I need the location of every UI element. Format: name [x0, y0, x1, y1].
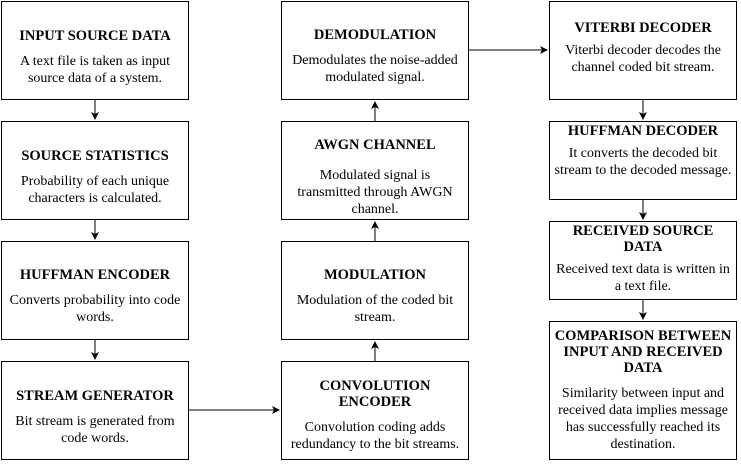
- block-description: Similarity between input and received da…: [558, 386, 728, 452]
- huffman-encoder-block: HUFFMAN ENCODER Converts probability int…: [1, 241, 189, 340]
- block-description: A text file is taken as input source dat…: [19, 54, 171, 86]
- block-description: Convolution coding adds redundancy to th…: [290, 420, 460, 452]
- block-description: Converts probability into code words.: [9, 293, 181, 325]
- viterbi-decoder-block: VITERBI DECODER Viterbi decoder decodes …: [549, 1, 737, 100]
- block-description: Modulated signal is transmitted through …: [297, 168, 453, 217]
- block-description: Demodulates the noise-added modulated si…: [292, 53, 458, 85]
- source-statistics-block: SOURCE STATISTICS Probability of each un…: [1, 121, 189, 220]
- comparison-block: COMPARISON BETWEEN INPUT AND RECEIVED DA…: [549, 321, 737, 460]
- block-description: Bit stream is generated from code words.: [15, 414, 175, 446]
- modulation-block: MODULATION Modulation of the coded bit s…: [281, 241, 469, 340]
- block-title: SOURCE STATISTICS: [21, 148, 169, 164]
- block-title: INPUT SOURCE DATA: [19, 28, 171, 44]
- block-description: Probability of each unique characters is…: [20, 174, 170, 206]
- block-description: Modulation of the coded bit stream.: [296, 293, 454, 325]
- block-title: AWGN CHANNEL: [314, 137, 436, 153]
- awgn-channel-block: AWGN CHANNEL Modulated signal is transmi…: [281, 121, 469, 220]
- convolution-encoder-block: CONVOLUTION ENCODER Convolution coding a…: [281, 361, 469, 460]
- block-title: HUFFMAN DECODER: [567, 123, 719, 139]
- block-description: It converts the decoded bit stream to th…: [554, 146, 732, 178]
- block-title: HUFFMAN ENCODER: [19, 267, 171, 283]
- block-description: Viterbi decoder decodes the channel code…: [565, 43, 721, 75]
- stream-generator-block: STREAM GENERATOR Bit stream is generated…: [1, 361, 189, 460]
- huffman-decoder-block: HUFFMAN DECODER It converts the decoded …: [549, 121, 737, 200]
- block-title: COMPARISON BETWEEN INPUT AND RECEIVED DA…: [554, 328, 732, 376]
- block-title: CONVOLUTION ENCODER: [319, 378, 431, 410]
- block-title: VITERBI DECODER: [574, 20, 712, 36]
- block-title: DEMODULATION: [313, 27, 437, 43]
- input-source-data-block: INPUT SOURCE DATA A text file is taken a…: [1, 1, 189, 100]
- demodulation-block: DEMODULATION Demodulates the noise-added…: [281, 1, 469, 100]
- block-title: STREAM GENERATOR: [16, 388, 174, 404]
- block-description: Received text data is written in a text …: [556, 262, 730, 294]
- block-title: MODULATION: [323, 267, 427, 283]
- block-title: RECEIVED SOURCE DATA: [572, 223, 714, 255]
- received-source-data-block: RECEIVED SOURCE DATA Received text data …: [549, 221, 737, 300]
